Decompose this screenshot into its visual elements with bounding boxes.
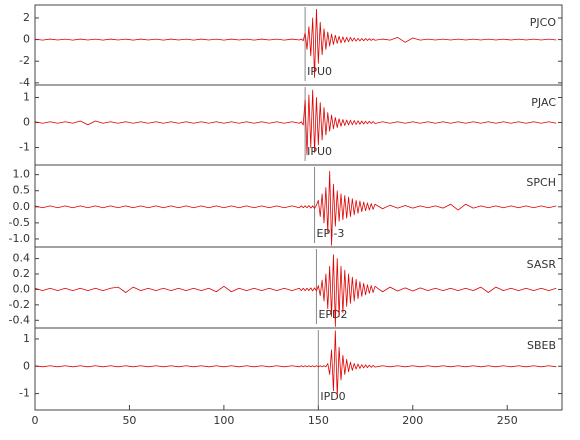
y-tick-label: 2 xyxy=(23,11,30,24)
y-tick-label: 0.2 xyxy=(13,267,31,280)
x-tick-label: 150 xyxy=(308,414,329,427)
phase-label: IPU0 xyxy=(307,65,332,78)
y-tick-label: 0.0 xyxy=(13,200,31,213)
y-tick-label: 0 xyxy=(23,116,30,129)
station-label: PJAC xyxy=(531,96,556,109)
x-tick-label: 200 xyxy=(402,414,423,427)
trace xyxy=(34,330,557,397)
y-tick-label: -0.4 xyxy=(9,313,30,326)
phase-label: EPD2 xyxy=(318,308,347,321)
station-label: SPCH xyxy=(526,176,556,189)
panel-frame xyxy=(34,327,563,411)
y-tick-label: 0.4 xyxy=(13,252,31,265)
y-tick-label: 1 xyxy=(23,91,30,104)
panel: -1 0 1 0 50 100 150 200 250 IPD0 SBEB xyxy=(19,327,563,427)
y-tick-label: -0.5 xyxy=(9,216,30,229)
y-tick-label: 1 xyxy=(23,332,30,345)
y-tick-label: -4 xyxy=(19,76,30,89)
y-tick-label: -0.2 xyxy=(9,298,30,311)
x-tick-label: 50 xyxy=(122,414,136,427)
panel: -1.0 -0.5 0.0 0.5 1.0 EPI-3 SPCH xyxy=(9,164,563,248)
y-tick-label: -2 xyxy=(19,54,30,67)
y-tick-label: -1 xyxy=(19,141,30,154)
panel: -0.4 -0.2 0.0 0.2 0.4 EPD2 SASR xyxy=(9,246,563,329)
station-label: PJCO xyxy=(530,16,557,29)
station-label: SBEB xyxy=(527,339,556,352)
x-tick-label: 250 xyxy=(497,414,518,427)
trace xyxy=(34,89,557,156)
trace xyxy=(34,8,557,78)
panel: -4 -2 0 2 IPU0 PJCO xyxy=(19,4,563,89)
panel-frame xyxy=(34,4,563,86)
phase-label: EPI-3 xyxy=(317,227,345,240)
y-tick-label: -1 xyxy=(19,387,30,400)
trace xyxy=(34,254,557,327)
trace xyxy=(34,171,557,246)
phase-label: IPD0 xyxy=(320,390,345,403)
y-tick-label: 1.0 xyxy=(13,168,31,181)
y-tick-label: -1.0 xyxy=(9,232,30,245)
panel-frame xyxy=(34,84,563,166)
y-tick-label: 0.5 xyxy=(13,184,31,197)
y-tick-label: 0.0 xyxy=(13,282,31,295)
panel: -1 0 1 IPU0 PJAC xyxy=(19,84,563,166)
y-tick-label: 0 xyxy=(23,33,30,46)
station-label: SASR xyxy=(527,258,557,271)
phase-label: IPU0 xyxy=(307,145,332,158)
x-tick-label: 0 xyxy=(32,414,39,427)
y-tick-label: 0 xyxy=(23,359,30,372)
x-tick-label: 100 xyxy=(213,414,234,427)
